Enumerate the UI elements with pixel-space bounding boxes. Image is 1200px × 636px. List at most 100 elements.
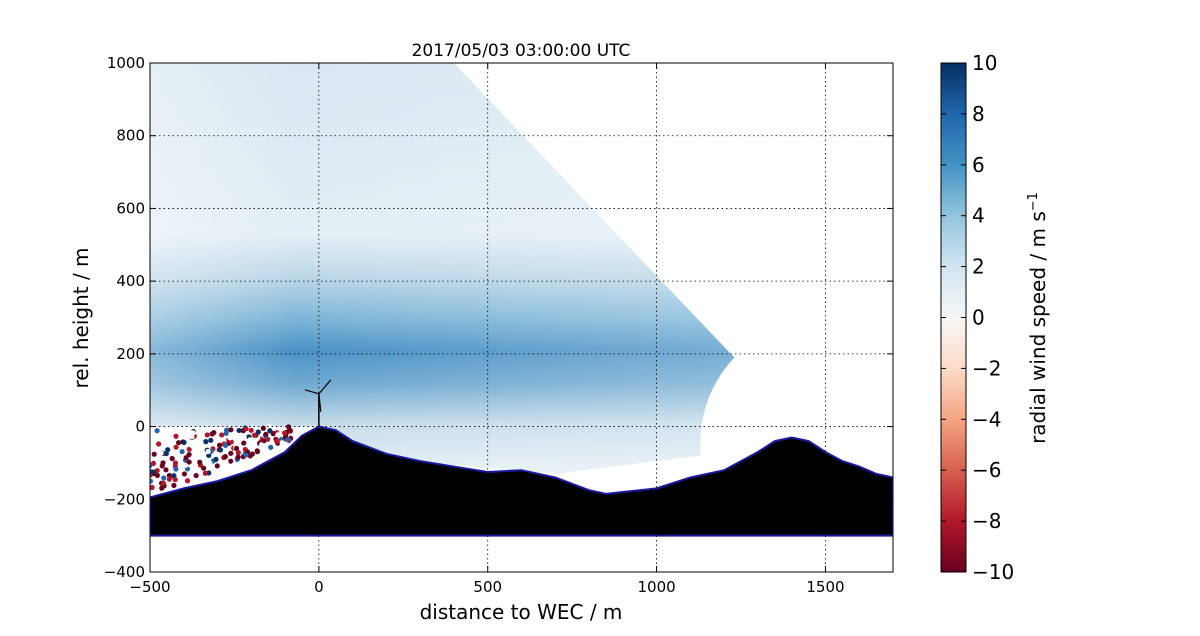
noise-point [160,480,166,486]
colorbar-tick-label: 8 [972,102,985,126]
noise-point [222,442,229,449]
noise-point [150,478,154,484]
noise-point [274,438,280,444]
noise-point [223,459,229,465]
noise-point [236,427,242,434]
turbine-blade [318,379,332,395]
noise-point [150,469,157,475]
colorbar-tick-label: −6 [972,458,1001,482]
noise-point [163,467,169,473]
noise-point [166,441,172,447]
colorbar-tick-label: −2 [972,356,1001,380]
colorbar-label-text: radial wind speed / m s [1026,211,1050,444]
noise-point [243,426,249,432]
noise-point [261,438,267,444]
y-tick-label: 0 [135,418,145,436]
noise-point [171,482,177,488]
noise-point [197,459,203,465]
noise-point [255,429,261,435]
noise-point [204,432,210,438]
noise-point [173,444,179,450]
noise-point [166,472,172,479]
noise-point [186,427,192,433]
x-tick-label: 1500 [806,578,844,596]
noise-point [233,445,240,451]
noise-point [217,447,224,453]
noise-point [228,427,234,433]
y-tick-label: 400 [116,272,145,290]
noise-point [228,450,234,456]
noise-point [267,428,273,434]
colorbar-tick-label: −4 [972,407,1001,431]
noise-point [189,443,195,449]
noise-point [172,476,178,483]
noise-point [154,464,160,470]
colorbar-tick-label: 6 [972,153,985,177]
noise-point [173,433,179,439]
noise-point [184,478,191,484]
noise-point [228,439,234,445]
noise-point [266,424,272,430]
noise-point [254,448,260,454]
noise-point [260,425,266,431]
chart-title: 2017/05/03 03:00:00 UTC [412,41,631,61]
colorbar-tick-label: −10 [972,560,1014,584]
noise-point [229,433,235,439]
noise-point [268,444,274,450]
x-tick-label: −500 [129,578,170,596]
noise-point [169,455,175,462]
noise-point [186,446,192,452]
x-axis-ticks: −500 0 500 1000 1500 [129,63,845,596]
noise-point [150,460,157,466]
noise-point [211,430,217,436]
y-tick-label: −400 [104,563,145,581]
colorbar-ticks: 10 8 6 4 2 0 −2 −4 −6 −8 −10 [941,51,1014,584]
colorbar-tick-label: 4 [972,204,985,228]
noise-point [214,463,220,469]
colorbar-tick-label: 2 [972,255,985,279]
noise-point [182,462,189,468]
x-tick-label: 1000 [637,578,675,596]
noise-point [205,448,211,455]
noise-point [160,460,166,466]
noise-point [181,439,187,445]
noise-point [206,460,213,466]
grid-lines [150,63,893,572]
noise-point [263,431,269,437]
noise-point [248,427,254,433]
plot-area [150,63,893,537]
noise-point [275,432,281,438]
plot-frame [149,62,894,573]
noise-point [166,476,172,482]
noise-point [243,452,249,458]
noise-point [206,452,212,459]
colorbar-tick-label: 10 [972,51,997,75]
noise-point [158,450,164,456]
noise-point [193,472,199,479]
noise-point [208,437,214,443]
noise-point [172,460,179,466]
noise-point [281,430,288,436]
colorbar-label: radial wind speed / m s−1 [1026,192,1050,444]
x-tick-label: 500 [473,578,502,596]
noise-point [190,430,196,436]
noise-point [251,432,258,438]
x-axis-label: distance to WEC / m [420,600,623,624]
colorbar-label-exponent: −1 [1026,192,1041,211]
y-tick-label: 200 [116,345,145,363]
noise-point [219,432,225,438]
turbine-blade [304,389,320,395]
noise-point [213,456,219,463]
noise-point [201,465,207,471]
noise-point [163,450,169,457]
noise-point [228,458,234,464]
noise-point [151,451,157,457]
y-tick-label: −200 [104,490,145,508]
noise-point [247,453,253,459]
noise-point [183,455,189,461]
colorbar-tick-label: 0 [972,306,985,330]
noise-point [285,424,292,430]
near-ground-noise-points [150,424,294,491]
y-tick-label: 1000 [107,54,145,72]
